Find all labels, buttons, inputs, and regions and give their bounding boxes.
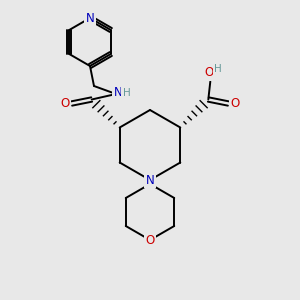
Text: O: O	[146, 233, 154, 247]
Text: N: N	[146, 173, 154, 187]
Text: O: O	[60, 97, 69, 110]
Text: O: O	[205, 66, 214, 79]
Text: H: H	[123, 88, 131, 98]
Text: N: N	[114, 86, 122, 100]
Text: H: H	[214, 64, 222, 74]
Text: O: O	[231, 97, 240, 110]
Text: N: N	[85, 11, 94, 25]
